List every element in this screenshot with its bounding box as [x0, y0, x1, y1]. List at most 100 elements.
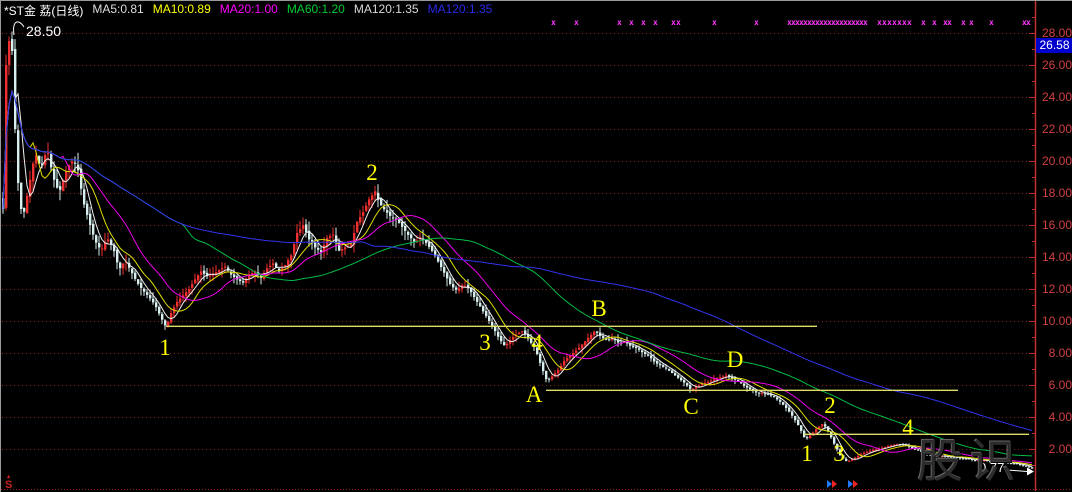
ma20-legend: MA20:1.00 [219, 2, 278, 16]
svg-text:x: x [827, 18, 832, 27]
svg-text:x: x [712, 18, 717, 27]
svg-text:x: x [574, 18, 579, 27]
svg-text:x: x [676, 18, 681, 27]
svg-text:x: x [892, 18, 897, 27]
last-price-arrowhead-icon [1027, 467, 1034, 476]
ma60-legend: MA60:1.20 [286, 2, 345, 16]
svg-text:x: x [907, 18, 912, 27]
axis-label-4.00: 4.00 [1048, 410, 1072, 424]
svg-text:x: x [795, 18, 800, 27]
ma10-line [2, 89, 1033, 466]
wave-label-4: 4 [531, 330, 543, 355]
svg-text:x: x [943, 18, 948, 27]
svg-text:x: x [653, 18, 658, 27]
svg-text:x: x [863, 18, 868, 27]
svg-text:x: x [897, 18, 902, 27]
current-price-badge: 26.58 [1036, 38, 1072, 53]
ma5-legend: MA5:0.81 [92, 2, 144, 16]
wave-label-4: 4 [902, 415, 914, 440]
wave-label-C: C [683, 394, 699, 419]
ma120-legend: MA120:1.35 [353, 2, 419, 16]
axis-label-14.00: 14.00 [1041, 250, 1072, 264]
svg-text:x: x [932, 18, 937, 27]
svg-text:x: x [921, 18, 926, 27]
stock-title[interactable]: *ST金 荔(日线) [4, 4, 84, 18]
axis-label-22.00: 22.00 [1041, 122, 1072, 136]
last-price-arrow-icon [1006, 469, 1028, 472]
ma20-line [2, 89, 1033, 464]
axis-label-10.00: 10.00 [1041, 314, 1072, 328]
svg-text:x: x [641, 18, 646, 27]
axis-label-20.00: 20.00 [1041, 154, 1072, 168]
ma60-line [2, 89, 1033, 457]
svg-text:x: x [803, 18, 808, 27]
signal-arrow-icon [853, 480, 858, 488]
svg-text:x: x [855, 18, 860, 27]
svg-text:x: x [1026, 18, 1031, 27]
wave-label-3: 3 [479, 330, 491, 355]
svg-text:x: x [617, 18, 622, 27]
svg-text:x: x [902, 18, 907, 27]
svg-text:x: x [859, 18, 864, 27]
svg-text:x: x [815, 18, 820, 27]
watermark-text: 股识吧 [917, 436, 1023, 487]
svg-text:x: x [671, 18, 676, 27]
axis-label-6.00: 6.00 [1048, 378, 1072, 392]
svg-text:x: x [823, 18, 828, 27]
ma120b-legend: MA120:1.35 [427, 2, 493, 16]
signal-arrow-icon [832, 480, 837, 488]
svg-text:x: x [754, 18, 759, 27]
svg-text:x: x [877, 18, 882, 27]
ma5-line [2, 89, 1033, 467]
axis-label-24.00: 24.00 [1041, 90, 1072, 104]
wave-label-1: 1 [159, 335, 171, 360]
svg-text:x: x [843, 18, 848, 27]
svg-text:x: x [831, 18, 836, 27]
svg-text:x: x [839, 18, 844, 27]
svg-text:x: x [807, 18, 812, 27]
svg-text:x: x [629, 18, 634, 27]
axis-label-28.00: 28.00 [1041, 26, 1072, 40]
svg-text:x: x [887, 18, 892, 27]
signal-arrow-icon [848, 480, 853, 488]
axis-label-26.00: 26.00 [1041, 58, 1072, 72]
axis-label-16.00: 16.00 [1041, 218, 1072, 232]
svg-text:x: x [851, 18, 856, 27]
svg-text:x: x [989, 18, 994, 27]
svg-text:x: x [1022, 18, 1027, 27]
wave-label-B: B [591, 296, 607, 321]
svg-text:x: x [961, 18, 966, 27]
last-price-label: 0.77 [979, 460, 1005, 475]
high-pointer-icon [13, 21, 25, 36]
axis-label-18.00: 18.00 [1041, 186, 1072, 200]
wave-label-2: 2 [366, 160, 378, 185]
signal-arrow-icon [827, 480, 832, 488]
axis-label-8.00: 8.00 [1048, 346, 1072, 360]
svg-text:x: x [787, 18, 792, 27]
svg-text:x: x [819, 18, 824, 27]
wave-label-2: 2 [824, 393, 836, 418]
scroll-corner-icon[interactable]: ▴ S [5, 474, 13, 491]
wave-label-D: D [726, 347, 744, 372]
ma120-line [2, 89, 1033, 431]
ma10-legend: MA10:0.89 [152, 2, 211, 16]
svg-text:x: x [799, 18, 804, 27]
svg-text:x: x [882, 18, 887, 27]
svg-text:x: x [835, 18, 840, 27]
svg-text:x: x [551, 18, 556, 27]
wave-label-3: 3 [833, 441, 845, 466]
axis-label-12.00: 12.00 [1041, 282, 1072, 296]
wave-label-A: A [525, 382, 543, 407]
svg-text:x: x [791, 18, 796, 27]
wave-label-1: 1 [801, 441, 813, 466]
svg-text:x: x [969, 18, 974, 27]
first-high-label: 28.50 [26, 23, 62, 39]
axis-label-2.00: 2.00 [1048, 442, 1072, 456]
svg-text:x: x [811, 18, 816, 27]
svg-text:x: x [847, 18, 852, 27]
svg-text:x: x [947, 18, 952, 27]
chart-header: *ST金 荔(日线) MA5:0.81 MA10:0.89 MA20:1.00 … [4, 2, 492, 19]
